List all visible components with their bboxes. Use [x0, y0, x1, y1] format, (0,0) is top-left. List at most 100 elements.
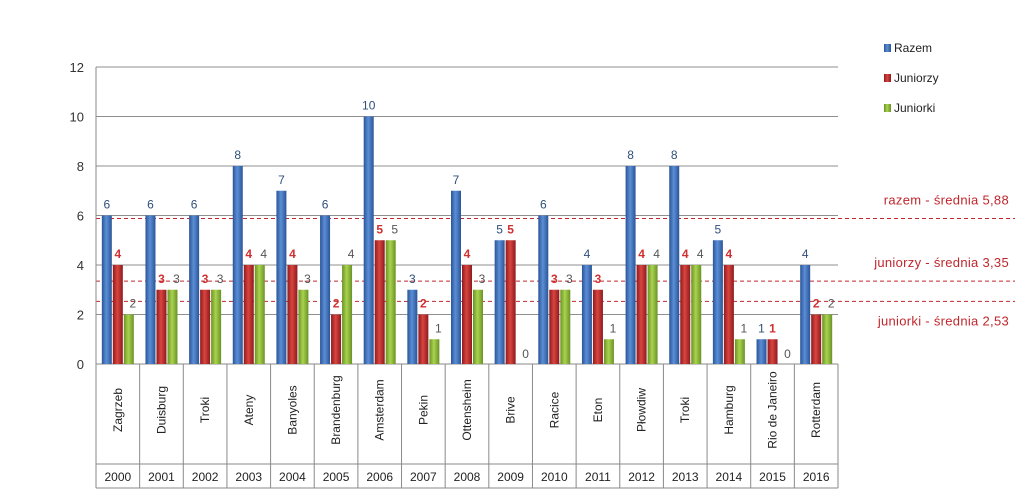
year-label: 2007 [410, 470, 437, 484]
bar-razem-2000 [101, 215, 112, 364]
data-label-juniorzy: 3 [158, 272, 165, 286]
year-label: 2012 [628, 470, 655, 484]
data-label-razem: 7 [453, 173, 460, 187]
bar-juniorzy-2014 [723, 265, 734, 364]
legend-swatch-juniorzy [884, 74, 891, 82]
x-tick-label-brandenburg: Brandenburg [329, 375, 343, 444]
data-label-juniorki: 4 [348, 247, 355, 261]
data-label-juniorzy: 3 [595, 272, 602, 286]
bar-juniorzy-2000 [112, 265, 123, 364]
data-label-razem: 8 [671, 148, 678, 162]
year-label: 2014 [716, 470, 743, 484]
data-label-juniorzy: 4 [464, 247, 471, 261]
year-label: 2002 [192, 470, 219, 484]
data-label-razem: 4 [802, 247, 809, 261]
data-label-juniorki: 2 [828, 297, 835, 311]
x-tick-label-duisburg: Duisburg [154, 386, 168, 434]
data-label-juniorzy: 5 [376, 222, 383, 236]
x-tick-label-troki: Troki [198, 397, 212, 423]
bar-razem-2010 [538, 215, 549, 364]
data-label-razem: 6 [147, 198, 154, 212]
bar-razem-2001 [145, 215, 156, 364]
bar-juniorki-2000 [123, 314, 134, 364]
legend-swatch-juniorki [884, 104, 891, 112]
bar-razem-2002 [189, 215, 200, 364]
bar-juniorzy-2010 [549, 289, 560, 364]
data-label-juniorzy: 4 [638, 247, 645, 261]
year-label: 2005 [323, 470, 350, 484]
data-label-razem: 8 [627, 148, 634, 162]
data-label-razem: 6 [322, 198, 329, 212]
axes: 024681012Zagrzeb2000Duisburg2001Troki200… [70, 60, 839, 489]
bar-juniorki-2007 [429, 339, 440, 364]
data-label-razem: 10 [362, 99, 376, 113]
x-tick-label-troki: Troki [678, 397, 692, 423]
x-tick-label-hamburg: Hamburg [722, 385, 736, 434]
data-label-juniorki: 3 [566, 272, 573, 286]
year-label: 2008 [454, 470, 481, 484]
x-tick-label-rio-de-janeiro: Rio de Janeiro [766, 371, 780, 449]
bar-juniorzy-2008 [462, 265, 472, 364]
bar-juniorki-2016 [822, 314, 833, 364]
data-label-juniorki: 3 [173, 272, 180, 286]
bar-juniorzy-2004 [287, 265, 298, 364]
bar-razem-2005 [320, 215, 331, 364]
year-label: 2004 [279, 470, 306, 484]
data-label-juniorzy: 4 [114, 247, 121, 261]
data-label-razem: 8 [234, 148, 241, 162]
data-label-razem: 6 [191, 198, 198, 212]
average-label-1: juniorzy - średnia 3,35 [873, 255, 1009, 270]
data-label-juniorki: 0 [522, 347, 529, 361]
data-label-juniorki: 2 [129, 297, 136, 311]
legend-label-juniorzy: Juniorzy [894, 71, 939, 85]
bar-razem-2004 [276, 190, 287, 364]
data-label-razem: 7 [278, 173, 285, 187]
data-label-juniorzy: 2 [333, 297, 340, 311]
x-tick-label-brive: Brive [504, 396, 518, 424]
y-tick-label: 0 [77, 357, 84, 372]
data-label-juniorki: 1 [741, 321, 748, 335]
legend-label-juniorki: Juniorki [894, 101, 935, 115]
y-tick-label: 8 [77, 159, 84, 174]
year-label: 2010 [541, 470, 568, 484]
x-tick-label-banyoles: Banyoles [285, 385, 299, 434]
year-label: 2001 [148, 470, 175, 484]
bar-juniorki-2008 [473, 289, 483, 364]
data-label-juniorki: 1 [610, 321, 617, 335]
data-label-juniorzy: 4 [289, 247, 296, 261]
data-label-razem: 6 [540, 198, 547, 212]
x-tick-label-ottensheim: Ottensheim [460, 379, 474, 440]
bar-razem-2009 [494, 240, 505, 364]
bars [101, 116, 833, 364]
bar-juniorki-2004 [298, 289, 309, 364]
data-label-juniorki: 3 [479, 272, 486, 286]
bar-juniorki-2014 [734, 339, 745, 364]
bar-juniorzy-2012 [636, 265, 647, 364]
data-label-juniorzy: 1 [769, 321, 776, 335]
bar-razem-2016 [800, 265, 811, 364]
data-label-juniorzy: 4 [726, 247, 733, 261]
year-label: 2011 [585, 470, 611, 484]
bar-juniorki-2003 [254, 265, 265, 364]
y-tick-label: 2 [77, 308, 84, 323]
data-label-juniorki: 4 [653, 247, 660, 261]
bar-juniorki-2013 [691, 265, 702, 364]
x-tick-label-rotterdam: Rotterdam [809, 382, 823, 438]
data-label-razem: 4 [584, 247, 591, 261]
bar-juniorzy-2016 [811, 314, 822, 364]
bar-razem-2012 [625, 166, 636, 364]
bar-juniorzy-2001 [156, 289, 167, 364]
data-label-razem: 3 [409, 272, 416, 286]
data-label-razem: 6 [103, 198, 110, 212]
bar-juniorki-2011 [603, 339, 614, 364]
year-label: 2013 [672, 470, 699, 484]
bar-juniorki-2002 [211, 289, 222, 364]
bar-juniorzy-2009 [505, 240, 516, 364]
bar-razem-2014 [712, 240, 723, 364]
bar-razem-2013 [669, 166, 680, 364]
data-label-razem: 1 [758, 321, 765, 335]
y-tick-label: 6 [77, 209, 84, 224]
data-label-juniorzy: 4 [682, 247, 689, 261]
